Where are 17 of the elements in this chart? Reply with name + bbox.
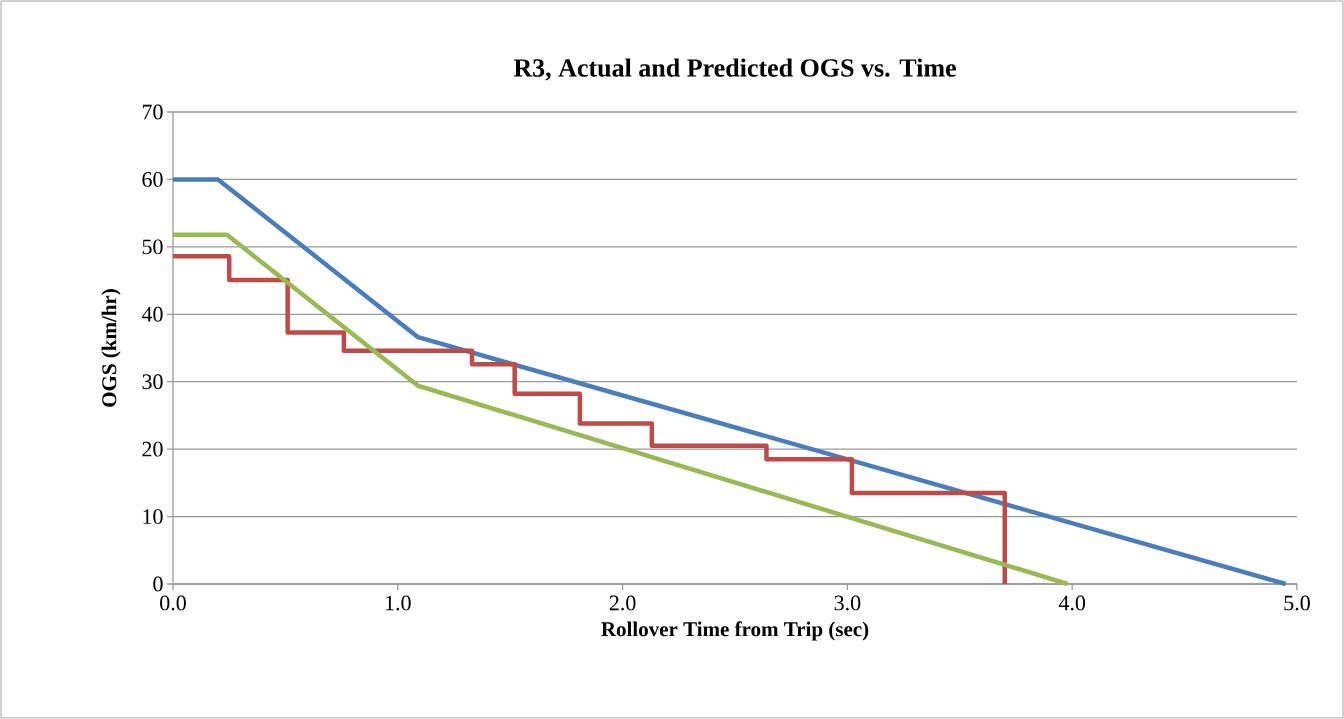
- y-tick-label: 70: [142, 104, 163, 120]
- y-tick-label: 30: [142, 374, 163, 390]
- y-tick-label: 60: [142, 172, 163, 187]
- x-tick-label: 1.0: [385, 595, 411, 611]
- x-tick-label: 4.0: [1058, 595, 1086, 611]
- y-tick-label: 40: [141, 306, 163, 322]
- x-tick-label: 0.0: [160, 595, 186, 611]
- y-tick-label: 10: [143, 509, 163, 524]
- y-axis-title: OGS (km/hr): [101, 289, 121, 407]
- chart-title: R3, Actual and Predicted OGS vs. Time: [513, 58, 956, 81]
- y-tick-label: 50: [142, 239, 163, 255]
- y-tick-label: 0: [153, 576, 163, 592]
- x-axis-title: Rollover Time from Trip (sec): [601, 621, 869, 641]
- x-tick-label: 3.0: [834, 595, 861, 611]
- x-tick-label: 5.0: [1284, 595, 1310, 611]
- y-tick-label: 20: [142, 441, 163, 457]
- x-tick-label: 2.0: [609, 595, 636, 611]
